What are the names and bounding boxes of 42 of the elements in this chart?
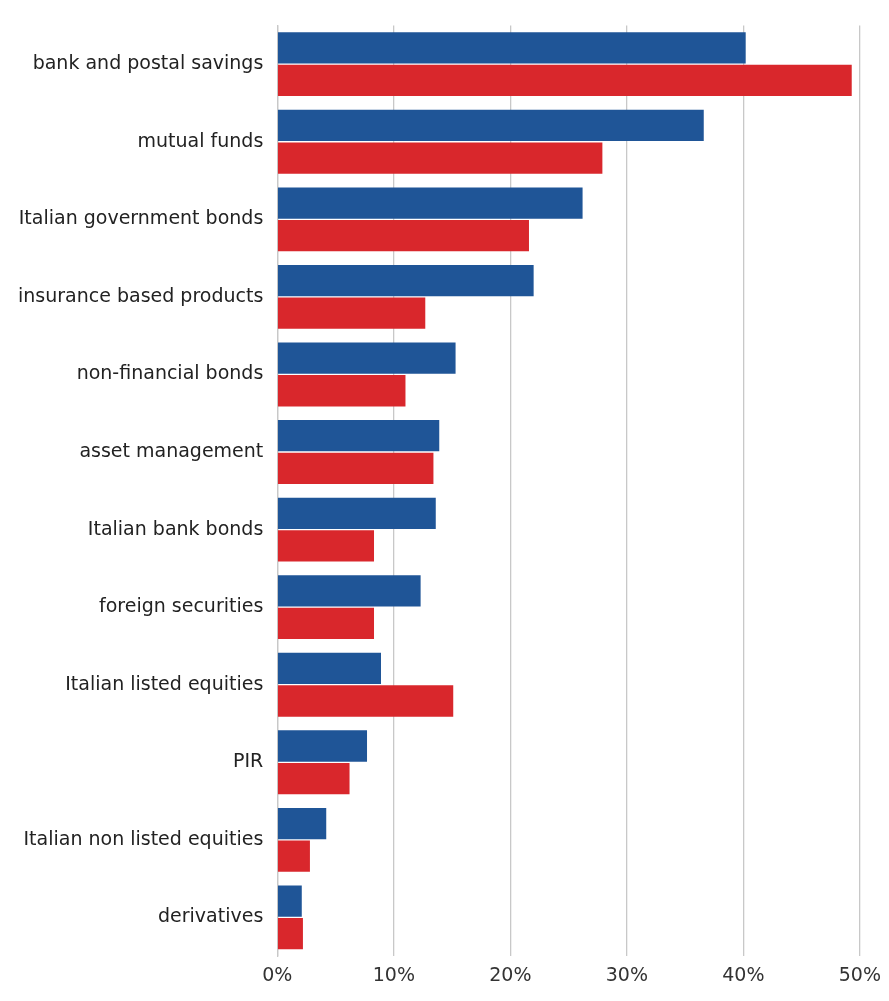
bar xyxy=(277,530,375,562)
bar xyxy=(277,807,327,840)
bar xyxy=(277,497,436,529)
x-tick-label: 40% xyxy=(722,962,765,985)
bar xyxy=(277,219,529,252)
x-tick-label: 10% xyxy=(372,962,415,985)
x-tick-label: 0% xyxy=(262,962,293,985)
bar xyxy=(277,452,434,484)
bar xyxy=(277,342,456,374)
bar xyxy=(277,264,534,297)
bar xyxy=(277,607,375,640)
x-tick-label: 30% xyxy=(605,962,648,985)
bar xyxy=(277,64,852,97)
y-tick-label: derivatives xyxy=(158,904,264,927)
bar xyxy=(277,187,583,219)
bar xyxy=(277,885,302,917)
bar xyxy=(277,918,303,950)
bar xyxy=(277,575,421,607)
y-tick-label: Italian non listed equities xyxy=(23,826,264,849)
y-tick-label: Italian bank bonds xyxy=(87,516,264,539)
bar xyxy=(277,109,704,142)
y-tick-label: mutual funds xyxy=(137,128,264,151)
y-tick-label: non-financial bonds xyxy=(76,361,264,384)
x-tick-label: 50% xyxy=(838,962,881,985)
bar xyxy=(277,652,381,685)
bar xyxy=(277,840,310,872)
bar xyxy=(277,375,406,407)
bar xyxy=(277,762,350,795)
bar xyxy=(277,685,454,717)
y-tick-label: asset management xyxy=(79,438,264,461)
y-tick-label: insurance based products xyxy=(17,283,264,306)
y-tick-label: Italian listed equities xyxy=(65,671,264,694)
bar xyxy=(277,297,426,329)
bar xyxy=(277,730,368,762)
y-tick-label: foreign securities xyxy=(98,594,264,617)
y-tick-label: Italian government bonds xyxy=(18,206,264,229)
y-tick-label: PIR xyxy=(233,749,264,772)
y-tick-label: bank and postal savings xyxy=(32,51,264,74)
bar xyxy=(277,142,603,174)
bar xyxy=(277,420,440,452)
x-tick-label: 20% xyxy=(489,962,532,985)
bar xyxy=(277,32,746,64)
